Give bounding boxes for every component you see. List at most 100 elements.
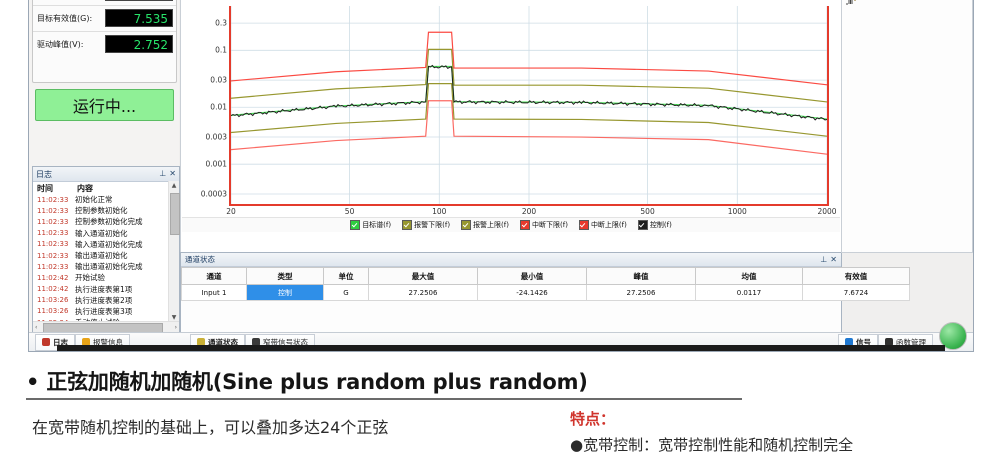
log-rows[interactable]: 11:02:33 初始化正常 11:02:33 控制参数初始化 11:02:33 控制参数… [33, 194, 169, 322]
log-horizontal-scrollbar[interactable]: ‹ › [33, 321, 179, 333]
log-row[interactable]: 11:03:26 执行进度表第2项 [33, 295, 169, 306]
legend-checkbox[interactable] [350, 220, 361, 230]
spectrum-chart-panel: Hz 0.00030.0010.0030.010.030.10.32050100… [180, 0, 842, 253]
legend-label: 报警下限(f) [414, 221, 451, 229]
pin-icon[interactable]: ⊥ [820, 254, 828, 264]
log-text: 执行进度表第3项 [75, 306, 133, 316]
software-screenshot: 量级(%):100.00控制有效值(G):7.531目标有效值(G):7.535… [0, 0, 1000, 352]
log-row[interactable]: 11:02:33 输入通道初始化完成 [33, 239, 169, 250]
log-row[interactable]: 11:02:33 输出通道初始化完成 [33, 261, 169, 272]
log-row[interactable]: 11:02:33 输入通道初始化 [33, 228, 169, 239]
channel-status-table[interactable]: 通道 类型 单位 最大值 最小值 峰值 均值 有效值 Input 1 控制 G 27.2506 -24.… [181, 267, 910, 301]
cell-type[interactable]: 控制 [246, 284, 324, 301]
log-text: 初始化正常 [75, 195, 113, 205]
y-tick-label: 0.01 [210, 102, 227, 112]
log-time: 11:02:33 [37, 262, 69, 271]
table-row[interactable]: Input 1 控制 G 27.2506 -24.1426 27.2506 0.0117 7.… [181, 284, 910, 301]
function-icon [885, 338, 893, 346]
y-tick-label: 0.003 [205, 132, 227, 142]
log-text: 开始试验 [75, 273, 105, 283]
legend-label: 中断上限(f) [590, 221, 627, 229]
run-status-button[interactable]: 运行中... [35, 89, 174, 121]
status-tab-label: 报警信息 [93, 337, 123, 347]
log-time: 11:03:26 [37, 307, 69, 316]
col-3: 最大值 [368, 267, 478, 285]
log-vertical-scrollbar[interactable]: ▲ ▼ [168, 181, 180, 322]
y-tick-label: 0.3 [215, 18, 227, 28]
value-display[interactable]: 2.752 [105, 35, 173, 53]
value-label: 目标有效值(G): [37, 14, 93, 23]
document-section: • 正弦加随机加随机(Sine plus random plus random)… [0, 352, 1000, 472]
x-tick-label: 200 [521, 207, 537, 216]
log-time: 11:02:33 [37, 229, 69, 238]
chart-plot-area[interactable]: Hz 0.00030.0010.0030.010.030.10.32050100… [201, 6, 837, 224]
status-tab-label: 窄带信号状态 [263, 337, 308, 347]
log-time: 11:03:26 [37, 296, 69, 305]
pin-icon[interactable]: ⊥ [159, 169, 167, 178]
x-tick-label: 100 [432, 207, 447, 216]
scroll-left-icon[interactable]: ‹ [35, 323, 38, 331]
log-row[interactable]: 11:02:42 开始试验 [33, 272, 169, 283]
legend-item[interactable]: 中断上限(f) [578, 220, 627, 230]
log-text: 手动停止试验 [71, 317, 120, 322]
log-panel: 日志 ⊥ ✕ 时间 内容 11:02:33 初始化正常 11:02:33 控制参数初始… [32, 166, 180, 333]
feature-title: 特点： [570, 410, 616, 428]
log-row[interactable]: 11:02:33 控制参数初始化 [33, 205, 169, 216]
log-text: 执行进度表第2项 [75, 295, 133, 305]
log-row[interactable]: 11:02:33 初始化正常 [33, 194, 169, 205]
log-time: 11:02:33 [37, 217, 69, 226]
log-row[interactable]: 11:02:33 控制参数初始化完成 [33, 216, 169, 227]
value-row: 控制有效值(G):7.531 [33, 0, 176, 6]
log-text: 输入通道初始化 [75, 228, 128, 238]
close-icon[interactable]: ✕ [830, 254, 837, 264]
signal-tree-panel: 中断上限(f)目标_窄带1(f)逆传递(f)控制(f) [841, 0, 973, 253]
cell-max: 27.2506 [368, 284, 478, 301]
cell-peak: 27.2506 [586, 284, 696, 301]
scroll-up-icon[interactable]: ▲ [171, 182, 177, 189]
taskbar-strip [57, 345, 945, 351]
col-2: 单位 [323, 267, 369, 285]
x-tick-label: 50 [344, 207, 355, 216]
legend-item[interactable]: 报警上限(f) [461, 220, 509, 230]
chart-legend[interactable]: 目标谱(f) 报警下限(f) 报警上限(f) 中断下限(f) 中断上限(f) 控制(f) [182, 217, 840, 232]
log-row[interactable]: 11:02:42 执行进度表第1项 [33, 284, 169, 295]
y-tick-label: 0.001 [205, 159, 227, 169]
log-panel-title: 日志 [36, 169, 52, 179]
cell-mean: 0.0117 [695, 284, 803, 301]
scroll-down-icon[interactable]: ▼ [171, 314, 177, 321]
close-icon[interactable]: ✕ [169, 169, 176, 178]
log-text: 执行进度表第1项 [75, 284, 133, 294]
legend-item[interactable]: 目标谱(f) [350, 220, 391, 230]
log-time: 11:02:42 [37, 273, 69, 282]
legend-item[interactable]: 报警下限(f) [402, 220, 450, 230]
col-7: 有效值 [802, 267, 910, 285]
log-panel-titlebar: 日志 ⊥ ✕ [33, 167, 179, 182]
value-row: 目标有效值(G): 7.535 [33, 6, 176, 32]
headline-underline [26, 398, 742, 400]
scroll-right-icon[interactable]: › [174, 323, 177, 331]
legend-item[interactable]: 中断下限(f) [520, 220, 568, 230]
log-row[interactable]: 11:05:24手动停止试验 [33, 317, 169, 322]
log-row[interactable]: 11:03:26 执行进度表第3项 [33, 306, 169, 317]
cell-unit: G [323, 284, 369, 301]
channel-status-titlebar: 通道状态 ⊥ ✕ [181, 253, 841, 267]
log-time: 11:02:33 [37, 240, 69, 249]
legend-item[interactable]: 控制(f) [637, 220, 672, 230]
legend-label: 目标谱(f) [362, 221, 392, 229]
log-row[interactable]: 11:02:33 输出通道初始化 [33, 250, 169, 261]
value-display[interactable]: 7.531 [105, 0, 173, 1]
legend-checkbox[interactable] [461, 220, 472, 230]
log-time: 11:02:33 [37, 206, 69, 215]
legend-label: 中断下限(f) [532, 221, 568, 229]
log-icon [42, 338, 50, 346]
legend-checkbox[interactable] [637, 220, 648, 230]
legend-checkbox[interactable] [578, 220, 589, 230]
cell-min: -24.1426 [477, 284, 587, 301]
x-tick-label: 2000 [817, 207, 837, 216]
value-display[interactable]: 7.535 [105, 9, 173, 27]
scroll-thumb[interactable] [170, 193, 180, 235]
legend-checkbox[interactable] [520, 220, 530, 230]
signal-icon [845, 338, 853, 346]
legend-checkbox[interactable] [402, 220, 413, 230]
